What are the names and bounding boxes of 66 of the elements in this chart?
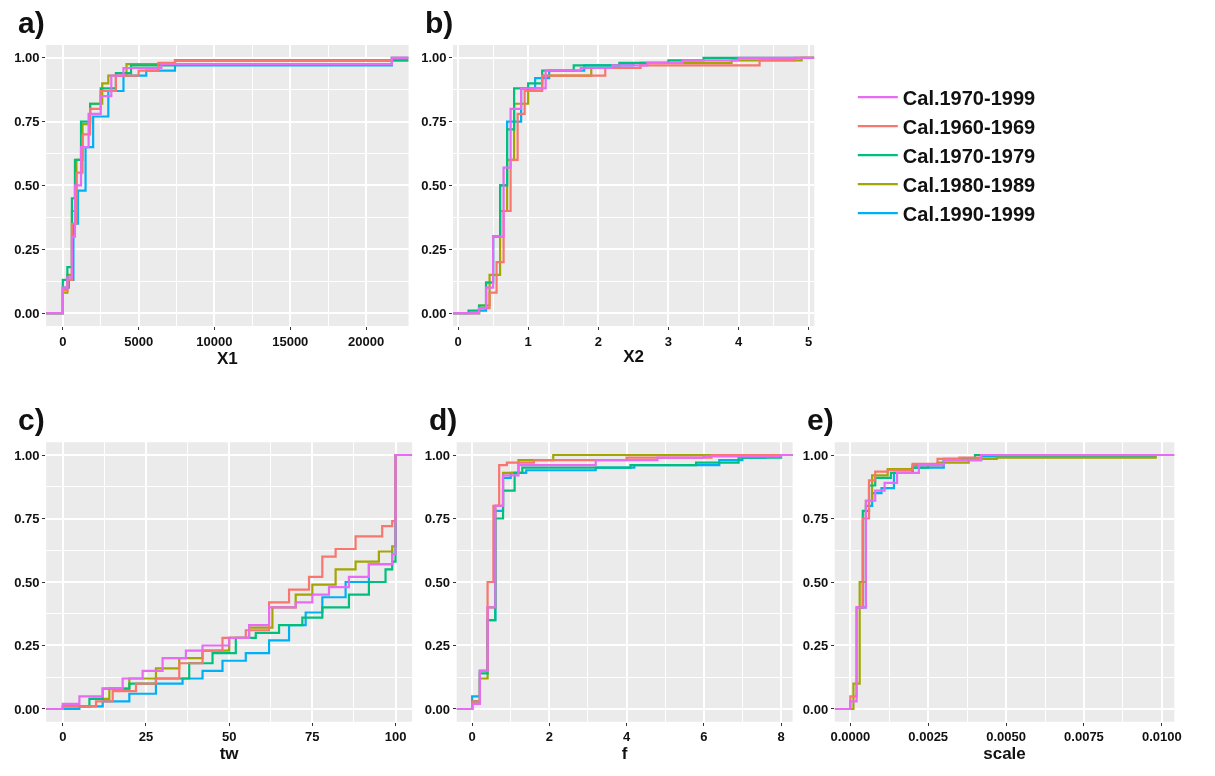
x-tick-label: 2: [594, 333, 602, 349]
legend-label: Cal.1990-1999: [902, 203, 1036, 225]
x-axis-title: X2: [623, 346, 645, 366]
x-tick-label: 6: [700, 729, 708, 745]
x-tick-label: 2: [545, 729, 553, 745]
x-tick-label: 0: [59, 729, 67, 745]
y-tick-label: 0.00: [421, 305, 447, 321]
x-tick-label: 75: [305, 729, 320, 745]
chart-title: c): [18, 403, 45, 436]
x-tick-label: 15000: [272, 333, 309, 349]
x-tick-label: 3: [664, 333, 673, 349]
y-tick-label: 1.00: [421, 50, 447, 66]
y-tick-label: 0.25: [14, 638, 40, 654]
y-tick-label: 1.00: [14, 50, 40, 66]
y-tick-label: 0.50: [14, 574, 40, 590]
y-tick-label: 0.50: [421, 178, 447, 194]
y-tick-label: 0.00: [424, 701, 451, 717]
x-tick-label: 5000: [124, 333, 154, 349]
chart-title: a): [18, 6, 45, 39]
x-axis-title: scale: [983, 744, 1026, 764]
y-tick-label: 0.75: [424, 511, 451, 527]
y-tick-label: 1.00: [424, 447, 451, 463]
legend-label: Cal.1970-1999: [902, 87, 1036, 109]
x-tick-label: 0.0075: [1064, 729, 1104, 745]
x-tick-label: 25: [138, 729, 154, 745]
x-tick-label: 0.0000: [830, 729, 871, 745]
y-tick-label: 1.00: [14, 447, 40, 463]
x-tick-label: 0.0050: [986, 729, 1026, 745]
y-tick-label: 0.75: [14, 114, 40, 130]
x-tick-label: 0: [468, 729, 476, 745]
y-tick-label: 0.00: [14, 701, 40, 717]
y-tick-label: 0.25: [802, 638, 829, 654]
y-tick-label: 0.50: [802, 574, 829, 590]
x-tick-label: 1: [524, 333, 532, 349]
chart-title: b): [425, 6, 454, 39]
y-tick-label: 0.75: [421, 114, 447, 130]
x-tick-label: 0.0025: [908, 729, 949, 745]
legend-label: Cal.1980-1989: [902, 174, 1036, 196]
x-tick-label: 0.0100: [1141, 729, 1182, 745]
x-tick-label: 0: [454, 333, 462, 349]
legend-label: Cal.1960-1969: [902, 116, 1036, 138]
y-tick-label: 0.25: [421, 241, 447, 257]
chart-title: e): [807, 403, 834, 436]
y-tick-label: 0.50: [424, 574, 451, 590]
x-tick-label: 100: [384, 729, 407, 745]
legend-label: Cal.1970-1979: [902, 145, 1036, 167]
x-axis-title: tw: [219, 744, 240, 764]
x-axis-title: X1: [216, 348, 238, 368]
y-tick-label: 0.25: [424, 638, 451, 654]
x-tick-label: 5: [805, 333, 813, 349]
x-tick-label: 50: [221, 729, 237, 745]
x-tick-label: 0: [59, 333, 67, 349]
y-tick-label: 0.50: [14, 178, 40, 194]
y-tick-label: 0.75: [802, 511, 829, 527]
x-tick-label: 8: [777, 729, 785, 745]
y-tick-label: 0.25: [14, 241, 40, 257]
y-tick-label: 0.00: [802, 701, 829, 717]
x-tick-label: 4: [622, 729, 631, 745]
x-tick-label: 4: [734, 333, 743, 349]
chart-title: d): [429, 403, 458, 436]
x-tick-label: 20000: [348, 333, 385, 349]
y-tick-label: 1.00: [802, 447, 829, 463]
y-tick-label: 0.00: [14, 305, 40, 321]
x-tick-label: 10000: [196, 333, 233, 349]
y-tick-label: 0.75: [14, 511, 40, 527]
x-axis-title: f: [621, 744, 628, 764]
